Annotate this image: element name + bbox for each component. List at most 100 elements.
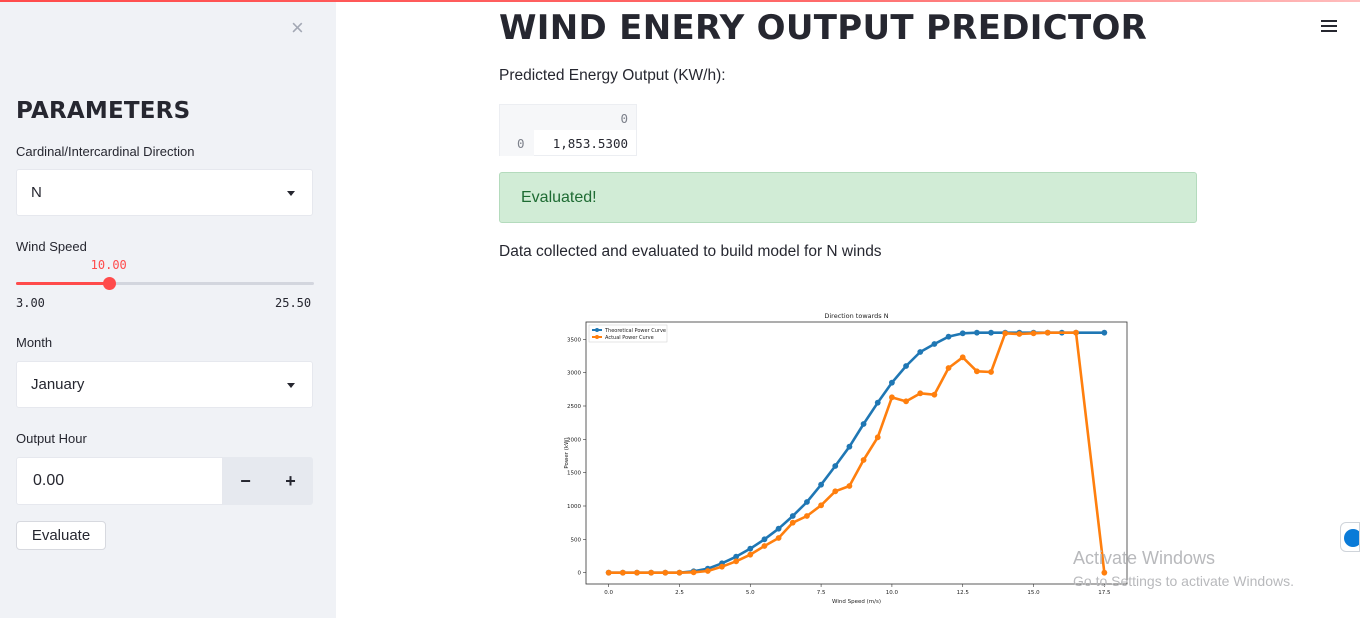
data-point bbox=[690, 569, 697, 576]
data-point bbox=[889, 394, 895, 401]
data-point bbox=[973, 368, 980, 375]
data-point bbox=[973, 329, 980, 336]
y-axis-label: Power (kW) bbox=[564, 437, 570, 468]
wind-speed-value: 10.00 bbox=[90, 258, 127, 272]
hamburger-menu-icon[interactable] bbox=[1321, 20, 1337, 35]
data-point bbox=[931, 341, 938, 347]
x-axis-label: Wind Speed (m/s) bbox=[832, 599, 881, 605]
slider-thumb[interactable] bbox=[102, 277, 116, 290]
direction-label: Cardinal/Intercardinal Direction bbox=[16, 144, 195, 159]
increment-button[interactable]: + bbox=[268, 457, 313, 505]
data-point bbox=[1030, 330, 1037, 337]
wind-speed-slider[interactable] bbox=[16, 277, 314, 290]
data-point bbox=[1101, 569, 1108, 576]
y-tick-label: 3000 bbox=[567, 371, 581, 377]
direction-select[interactable]: N bbox=[16, 169, 313, 216]
prediction-label: Predicted Energy Output (KW/h): bbox=[499, 67, 726, 84]
data-point bbox=[761, 543, 768, 549]
data-point bbox=[789, 519, 796, 526]
page-title: WIND ENERY OUTPUT PREDICTOR bbox=[499, 8, 1148, 48]
table-column-header: 0 bbox=[620, 111, 628, 126]
success-alert: Evaluated! bbox=[499, 172, 1197, 223]
teamviewer-icon[interactable] bbox=[1340, 522, 1360, 552]
data-point bbox=[903, 398, 909, 405]
data-point bbox=[804, 513, 810, 519]
x-tick-label: 7.5 bbox=[817, 590, 826, 596]
activate-windows-title: Activate Windows bbox=[1073, 548, 1216, 568]
data-point bbox=[959, 354, 966, 361]
data-point bbox=[860, 457, 867, 463]
wind-speed-max: 25.50 bbox=[275, 296, 312, 310]
prediction-table: 0 0 1,853.5300 bbox=[499, 104, 637, 156]
data-point bbox=[775, 525, 782, 532]
data-point bbox=[945, 333, 952, 340]
y-tick-label: 2000 bbox=[567, 437, 581, 443]
activate-windows-subtitle: Go to Settings to activate Windows. bbox=[1073, 573, 1294, 589]
data-point bbox=[619, 569, 626, 576]
y-tick-label: 1500 bbox=[567, 471, 581, 477]
data-point bbox=[789, 513, 796, 519]
y-tick-label: 3500 bbox=[567, 337, 581, 343]
wind-speed-label: Wind Speed bbox=[16, 239, 87, 254]
top-accent-bar bbox=[0, 0, 1360, 2]
chevron-down-icon bbox=[287, 383, 295, 388]
data-point bbox=[917, 390, 924, 397]
data-point bbox=[676, 569, 683, 576]
data-point bbox=[1101, 329, 1108, 336]
x-tick-label: 2.5 bbox=[675, 590, 684, 596]
data-point bbox=[988, 369, 994, 375]
data-point bbox=[832, 463, 839, 469]
y-tick-label: 500 bbox=[571, 537, 582, 543]
sidebar-title: PARAMETERS bbox=[16, 98, 191, 124]
x-tick-label: 15.0 bbox=[1027, 590, 1040, 596]
evaluate-button[interactable]: Evaluate bbox=[16, 521, 106, 550]
data-point bbox=[747, 545, 754, 552]
data-point bbox=[704, 568, 711, 574]
wind-speed-min: 3.00 bbox=[16, 296, 45, 310]
data-point bbox=[832, 488, 839, 495]
output-hour-stepper: 0.00 − + bbox=[16, 457, 314, 505]
data-point bbox=[648, 569, 655, 576]
data-point bbox=[945, 365, 952, 371]
data-point bbox=[959, 330, 966, 337]
legend-marker bbox=[595, 335, 599, 339]
data-point bbox=[1073, 329, 1079, 336]
collected-text: Data collected and evaluated to build mo… bbox=[499, 243, 882, 260]
data-point bbox=[903, 363, 909, 369]
sidebar: × PARAMETERS Cardinal/Intercardinal Dire… bbox=[0, 2, 336, 618]
data-point bbox=[874, 399, 881, 406]
output-hour-input[interactable]: 0.00 bbox=[16, 457, 223, 505]
direction-value: N bbox=[31, 184, 42, 201]
data-point bbox=[846, 443, 853, 450]
data-point bbox=[917, 349, 924, 355]
month-label: Month bbox=[16, 335, 53, 350]
data-point bbox=[874, 434, 881, 441]
series-line-actual bbox=[608, 331, 1106, 574]
data-point bbox=[719, 563, 725, 570]
data-point bbox=[846, 483, 853, 489]
x-tick-label: 12.5 bbox=[957, 590, 970, 596]
chart-title: Direction towards N bbox=[824, 312, 888, 320]
legend-marker bbox=[595, 328, 599, 332]
table-row-index: 0 bbox=[500, 130, 534, 156]
data-point bbox=[804, 499, 810, 505]
data-point bbox=[761, 536, 768, 543]
month-select[interactable]: January bbox=[16, 361, 313, 408]
chevron-down-icon bbox=[287, 191, 295, 196]
data-point bbox=[988, 329, 994, 336]
plot-frame bbox=[585, 321, 1128, 585]
data-point bbox=[747, 551, 754, 558]
slider-fill bbox=[16, 282, 109, 285]
decrement-button[interactable]: − bbox=[223, 457, 268, 505]
data-point bbox=[1002, 330, 1009, 337]
close-icon[interactable]: × bbox=[291, 15, 304, 40]
table-header: 0 bbox=[500, 105, 636, 130]
data-point bbox=[733, 558, 740, 565]
data-point bbox=[1016, 331, 1023, 337]
legend-label: Actual Power Curve bbox=[605, 335, 654, 341]
power-curve-chart: Direction towards N 0.0 2.5 5.0 7.5 10.0 12.5 1… bbox=[564, 312, 1128, 605]
data-point bbox=[1044, 329, 1051, 336]
y-tick-label: 2500 bbox=[567, 404, 581, 410]
table-cell-value: 1,853.5300 bbox=[552, 136, 628, 151]
data-point bbox=[889, 379, 895, 386]
